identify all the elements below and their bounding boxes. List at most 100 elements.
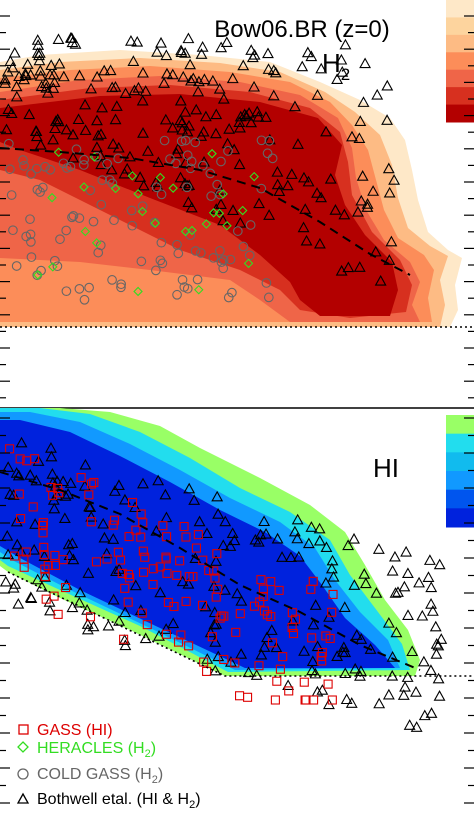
bothwell-point (38, 550, 51, 561)
coldgass-point (67, 212, 77, 223)
bothwell-point (62, 488, 74, 499)
gass-point (162, 568, 172, 578)
bothwell-point (430, 648, 443, 659)
coldgass-point (238, 241, 249, 252)
bothwell-point (141, 145, 154, 156)
bothwell-point (10, 80, 23, 92)
bothwell-point (271, 165, 284, 177)
bothwell-point (262, 47, 274, 59)
bothwell-point (79, 98, 91, 110)
bothwell-point (73, 69, 86, 81)
bothwell-point (51, 113, 64, 125)
bothwell-point (58, 512, 71, 524)
bothwell-point (319, 576, 332, 588)
coldgass-point (151, 265, 161, 276)
gass-point (38, 520, 48, 530)
heracles-point (187, 225, 197, 236)
bothwell-point (338, 601, 351, 612)
heracles-point (91, 238, 102, 248)
heracles-point (168, 183, 178, 193)
bothwell-point (383, 186, 396, 198)
heracles-point (222, 220, 232, 231)
bothwell-point (39, 77, 52, 89)
gass-point (61, 582, 71, 593)
bothwell-point (91, 114, 103, 126)
bothwell-point (113, 479, 125, 490)
bothwell-point (298, 171, 310, 183)
bothwell-point (359, 577, 372, 589)
hi-colorbar-band-1 (446, 415, 474, 435)
heracles-point (53, 147, 64, 158)
bothwell-point (190, 103, 203, 115)
coldgass-point (156, 189, 167, 200)
coldgass-point (186, 156, 197, 167)
bothwell-point (195, 48, 208, 59)
bothwell-point (359, 57, 372, 69)
bothwell-point (226, 72, 239, 84)
bothwell-point (97, 517, 110, 529)
bothwell-point (433, 690, 446, 701)
bothwell-point (401, 567, 414, 579)
bothwell-point (309, 599, 322, 610)
gass-point (249, 601, 259, 611)
bothwell-point (305, 50, 318, 62)
gass-point (317, 656, 327, 666)
bothwell-point (262, 63, 275, 74)
bothwell-point (292, 138, 304, 149)
bothwell-point (31, 34, 44, 45)
gass-point (85, 612, 96, 622)
heracles-point (243, 258, 254, 269)
coldgass-point (8, 225, 18, 236)
bothwell-point (29, 125, 42, 136)
bothwell-point (137, 127, 149, 138)
gass-point (84, 490, 94, 500)
bothwell-point (49, 122, 61, 134)
bothwell-point (175, 46, 188, 57)
coldgass-point (61, 286, 72, 297)
bothwell-point (291, 513, 304, 525)
bothwell-point (31, 47, 44, 58)
heracles-point (218, 189, 228, 199)
coldgass-point (190, 246, 201, 256)
bothwell-point (40, 81, 53, 93)
coldgass-point (116, 279, 126, 290)
heracles-point (110, 183, 121, 194)
bothwell-point (32, 455, 45, 466)
bothwell-point (388, 174, 401, 185)
gass-point (127, 497, 138, 508)
bothwell-point (423, 554, 436, 565)
hi-axis-ticks (0, 417, 474, 804)
bothwell-point (263, 209, 276, 220)
coldgass-point (256, 183, 267, 194)
gass-point (119, 634, 129, 644)
bothwell-point (240, 109, 253, 121)
bothwell-point (74, 586, 87, 598)
heracles-point (150, 218, 161, 228)
bothwell-point (62, 538, 75, 550)
gass-point (323, 679, 333, 689)
gass-point (140, 552, 150, 562)
bothwell-point (369, 245, 382, 257)
bothwell-point (372, 543, 385, 554)
coldgass-point (256, 135, 267, 146)
bothwell-point (432, 672, 445, 684)
bothwell-point (228, 534, 241, 546)
bothwell-point (331, 73, 344, 84)
coldgass-point (157, 258, 168, 269)
bothwell-point (12, 469, 25, 481)
bothwell-point (105, 163, 118, 175)
bothwell-point (382, 616, 395, 628)
bothwell-point (52, 33, 65, 45)
bothwell-point (358, 568, 371, 579)
bothwell-point (245, 116, 258, 128)
bothwell-point (296, 60, 309, 72)
bothwell-point (339, 38, 352, 50)
coldgass-point (52, 261, 63, 272)
h2-panel: Bow06.BR (z=0) H2 (0, 0, 474, 409)
bothwell-point (223, 123, 236, 134)
bothwell-point (245, 44, 258, 55)
bothwell-point (53, 57, 66, 69)
gass-point (14, 489, 24, 499)
gass-point (139, 567, 149, 577)
gass-point (207, 632, 217, 642)
